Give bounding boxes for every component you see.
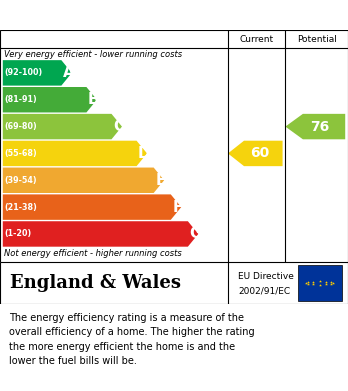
Text: (21-38): (21-38) [5, 203, 37, 212]
Text: D: D [137, 146, 150, 161]
Text: B: B [88, 92, 100, 107]
Polygon shape [3, 167, 164, 193]
Text: (69-80): (69-80) [5, 122, 37, 131]
Text: (81-91): (81-91) [5, 95, 37, 104]
Bar [298, 265, 342, 301]
Text: C: C [113, 119, 124, 134]
Text: 76: 76 [310, 120, 330, 134]
Text: EU Directive: EU Directive [238, 272, 294, 281]
Polygon shape [3, 114, 122, 139]
Text: 2002/91/EC: 2002/91/EC [238, 286, 291, 295]
Polygon shape [3, 194, 181, 220]
Text: E: E [156, 173, 166, 188]
Text: (1-20): (1-20) [5, 230, 32, 239]
Text: G: G [189, 226, 201, 242]
Text: Not energy efficient - higher running costs: Not energy efficient - higher running co… [4, 249, 182, 258]
Text: F: F [173, 200, 183, 215]
Polygon shape [3, 87, 97, 113]
Text: The energy efficiency rating is a measure of the
overall efficiency of a home. T: The energy efficiency rating is a measur… [9, 313, 254, 366]
Polygon shape [3, 141, 147, 166]
Text: Very energy efficient - lower running costs: Very energy efficient - lower running co… [4, 50, 182, 59]
Text: (55-68): (55-68) [5, 149, 37, 158]
Text: A: A [63, 65, 74, 81]
Text: Potential: Potential [297, 34, 337, 43]
Text: (92-100): (92-100) [5, 68, 43, 77]
Text: 60: 60 [251, 146, 270, 160]
Text: Energy Efficiency Rating: Energy Efficiency Rating [10, 7, 221, 23]
Text: (39-54): (39-54) [5, 176, 37, 185]
Polygon shape [3, 221, 198, 247]
Text: England & Wales: England & Wales [10, 274, 181, 292]
Polygon shape [228, 141, 283, 166]
Polygon shape [3, 60, 72, 86]
Text: Current: Current [239, 34, 274, 43]
Polygon shape [285, 114, 345, 139]
